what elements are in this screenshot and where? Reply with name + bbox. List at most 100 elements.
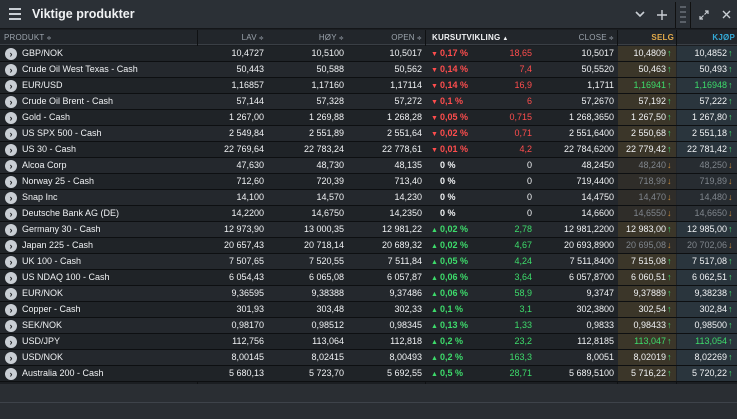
- table-row[interactable]: › USD/NOK 8,00145 8,02415 8,00493 ▲ 0,2 % 163,3…: [0, 350, 737, 366]
- selg-price[interactable]: 14,470: [638, 192, 666, 202]
- product-name[interactable]: Copper - Cash: [22, 304, 81, 314]
- selg-price[interactable]: 113,047: [634, 336, 666, 346]
- product-name[interactable]: US NDAQ 100 - Cash: [22, 272, 110, 282]
- expand-row-icon[interactable]: ›: [5, 160, 17, 172]
- close-icon[interactable]: [715, 4, 737, 26]
- selg-price[interactable]: 9,37889: [633, 288, 666, 298]
- chevron-down-icon[interactable]: [629, 4, 651, 26]
- kjop-price[interactable]: 7 517,08: [691, 256, 727, 266]
- table-row[interactable]: › Australia 200 - Cash 5 680,13 5 723,70 5 6…: [0, 366, 737, 382]
- table-row[interactable]: › Germany 30 - Cash 12 973,90 13 000,35 12 9…: [0, 222, 737, 238]
- product-name[interactable]: Snap Inc: [22, 192, 58, 202]
- kjop-price[interactable]: 9,38238: [694, 288, 727, 298]
- kjop-price[interactable]: 1 267,80: [691, 112, 727, 122]
- expand-row-icon[interactable]: ›: [5, 224, 17, 236]
- product-name[interactable]: Alcoa Corp: [22, 160, 67, 170]
- expand-row-icon[interactable]: ›: [5, 240, 17, 252]
- product-name[interactable]: Crude Oil West Texas - Cash: [22, 64, 138, 74]
- col-header-close[interactable]: CLOSE ≑: [578, 33, 614, 42]
- table-row[interactable]: › US SPX 500 - Cash 2 549,84 2 551,89 2 551,…: [0, 126, 737, 142]
- table-row[interactable]: › SEK/NOK 0,98170 0,98512 0,98345 ▲ 0,13 % 1,33…: [0, 318, 737, 334]
- product-name[interactable]: USD/NOK: [22, 352, 64, 362]
- kjop-price[interactable]: 8,02269: [694, 352, 727, 362]
- selg-price[interactable]: 718,99: [638, 176, 666, 186]
- table-row[interactable]: › Gold - Cash 1 267,00 1 269,88 1 268,28 ▼ 0,0…: [0, 110, 737, 126]
- kjop-price[interactable]: 57,222: [699, 96, 727, 106]
- selg-price[interactable]: 1,16941: [633, 80, 666, 90]
- table-row[interactable]: › EUR/NOK 9,36595 9,38388 9,37486 ▲ 0,06 % 58,9…: [0, 286, 737, 302]
- product-name[interactable]: US 30 - Cash: [22, 144, 77, 154]
- kjop-price[interactable]: 50,493: [699, 64, 727, 74]
- expand-row-icon[interactable]: ›: [5, 352, 17, 364]
- table-row[interactable]: › GBP/NOK 10,4727 10,5100 10,5017 ▼ 0,17 % 18,6…: [0, 46, 737, 62]
- expand-row-icon[interactable]: ›: [5, 320, 17, 332]
- selg-price[interactable]: 22 779,42: [625, 144, 666, 154]
- col-header-kjop[interactable]: KJØP: [712, 33, 735, 42]
- product-name[interactable]: Crude Oil Brent - Cash: [22, 96, 114, 106]
- selg-price[interactable]: 1 267,50: [630, 112, 666, 122]
- table-row[interactable]: › Deutsche Bank AG (DE) 14,2200 14,6750 14,2…: [0, 206, 737, 222]
- expand-row-icon[interactable]: ›: [5, 288, 17, 300]
- expand-row-icon[interactable]: ›: [5, 80, 17, 92]
- table-row[interactable]: › USD/JPY 112,756 113,064 112,818 ▲ 0,2 % 23,2 1…: [0, 334, 737, 350]
- product-name[interactable]: UK 100 - Cash: [22, 256, 82, 266]
- kjop-price[interactable]: 10,4852: [694, 48, 727, 58]
- selg-price[interactable]: 10,4809: [633, 48, 666, 58]
- expand-row-icon[interactable]: ›: [5, 368, 17, 380]
- col-header-open[interactable]: OPEN ≑: [391, 33, 422, 42]
- kjop-price[interactable]: 719,89: [699, 176, 727, 186]
- kjop-price[interactable]: 113,054: [695, 336, 727, 346]
- expand-row-icon[interactable]: ›: [5, 336, 17, 348]
- kjop-price[interactable]: 22 781,42: [686, 144, 727, 154]
- product-name[interactable]: Japan 225 - Cash: [22, 240, 94, 250]
- col-header-selg[interactable]: SELG: [651, 33, 674, 42]
- table-row[interactable]: › EUR/USD 1,16857 1,17160 1,17114 ▼ 0,14 % 16,9…: [0, 78, 737, 94]
- selg-price[interactable]: 2 550,68: [630, 128, 666, 138]
- product-name[interactable]: Norway 25 - Cash: [22, 176, 95, 186]
- selg-price[interactable]: 302,54: [638, 304, 666, 314]
- product-name[interactable]: SEK/NOK: [22, 320, 63, 330]
- kjop-price[interactable]: 0,98500: [694, 320, 727, 330]
- expand-row-icon[interactable]: ›: [5, 304, 17, 316]
- expand-row-icon[interactable]: ›: [5, 256, 17, 268]
- drag-handle-icon[interactable]: [678, 2, 688, 28]
- selg-price[interactable]: 50,463: [638, 64, 666, 74]
- table-row[interactable]: › Crude Oil Brent - Cash 57,144 57,328 57,27…: [0, 94, 737, 110]
- kjop-price[interactable]: 6 062,51: [691, 272, 727, 282]
- col-header-lav[interactable]: LAV ≑: [241, 33, 264, 42]
- selg-price[interactable]: 0,98433: [633, 320, 666, 330]
- expand-row-icon[interactable]: ›: [5, 128, 17, 140]
- product-name[interactable]: EUR/USD: [22, 80, 63, 90]
- kjop-price[interactable]: 20 702,06: [686, 240, 727, 250]
- table-row[interactable]: › Japan 225 - Cash 20 657,43 20 718,14 20 68…: [0, 238, 737, 254]
- table-row[interactable]: › US NDAQ 100 - Cash 6 054,43 6 065,08 6 057…: [0, 270, 737, 286]
- expand-row-icon[interactable]: ›: [5, 176, 17, 188]
- product-name[interactable]: Gold - Cash: [22, 112, 71, 122]
- add-icon[interactable]: [651, 4, 673, 26]
- kjop-price[interactable]: 14,480: [699, 192, 727, 202]
- selg-price[interactable]: 5 716,22: [630, 368, 666, 378]
- selg-price[interactable]: 20 695,08: [625, 240, 666, 250]
- expand-row-icon[interactable]: ›: [5, 272, 17, 284]
- table-row[interactable]: › Crude Oil West Texas - Cash 50,443 50,588…: [0, 62, 737, 78]
- expand-row-icon[interactable]: ›: [5, 192, 17, 204]
- table-row[interactable]: › Alcoa Corp 47,630 48,730 48,135 ▲0 % 0 48,245…: [0, 158, 737, 174]
- selg-price[interactable]: 48,240: [638, 160, 666, 170]
- kjop-price[interactable]: 14,6650: [694, 208, 727, 218]
- col-header-produkt[interactable]: PRODUKT ≑: [4, 33, 52, 42]
- product-name[interactable]: Deutsche Bank AG (DE): [22, 208, 120, 218]
- selg-price[interactable]: 8,02019: [633, 352, 666, 362]
- product-name[interactable]: Australia 200 - Cash: [22, 368, 104, 378]
- expand-icon[interactable]: [693, 4, 715, 26]
- selg-price[interactable]: 57,192: [638, 96, 666, 106]
- table-row[interactable]: › Norway 25 - Cash 712,60 720,39 713,40 ▲0 % 0…: [0, 174, 737, 190]
- kjop-price[interactable]: 2 551,18: [691, 128, 727, 138]
- kjop-price[interactable]: 1,16948: [694, 80, 727, 90]
- expand-row-icon[interactable]: ›: [5, 96, 17, 108]
- product-name[interactable]: GBP/NOK: [22, 48, 64, 58]
- table-row[interactable]: › UK 100 - Cash 7 507,65 7 520,55 7 511,84 ▲ 0…: [0, 254, 737, 270]
- expand-row-icon[interactable]: ›: [5, 64, 17, 76]
- hamburger-menu-icon[interactable]: [4, 3, 26, 25]
- product-name[interactable]: Germany 30 - Cash: [22, 224, 101, 234]
- product-name[interactable]: EUR/NOK: [22, 288, 64, 298]
